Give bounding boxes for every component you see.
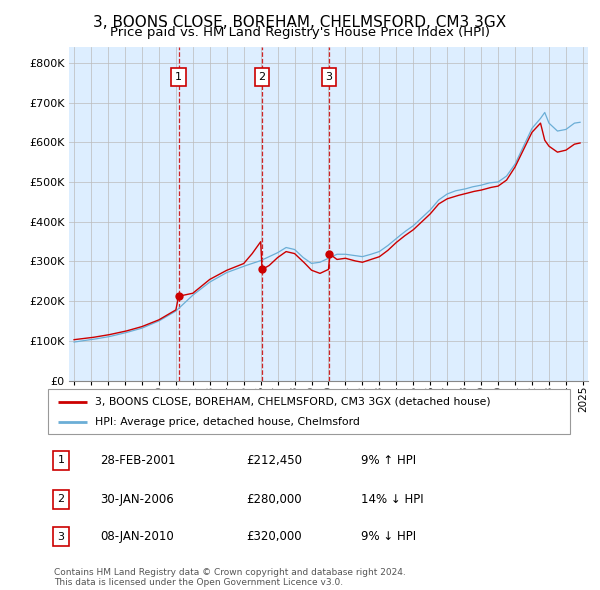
Text: 14% ↓ HPI: 14% ↓ HPI xyxy=(361,493,424,506)
Text: 1: 1 xyxy=(175,72,182,82)
Text: £320,000: £320,000 xyxy=(247,530,302,543)
Text: 3, BOONS CLOSE, BOREHAM, CHELMSFORD, CM3 3GX: 3, BOONS CLOSE, BOREHAM, CHELMSFORD, CM3… xyxy=(94,15,506,30)
Text: £212,450: £212,450 xyxy=(247,454,302,467)
Text: 2: 2 xyxy=(58,494,65,504)
Text: 28-FEB-2001: 28-FEB-2001 xyxy=(100,454,176,467)
Text: 3, BOONS CLOSE, BOREHAM, CHELMSFORD, CM3 3GX (detached house): 3, BOONS CLOSE, BOREHAM, CHELMSFORD, CM3… xyxy=(95,397,491,407)
Text: 08-JAN-2010: 08-JAN-2010 xyxy=(100,530,174,543)
Text: 1: 1 xyxy=(58,455,65,466)
Text: 9% ↓ HPI: 9% ↓ HPI xyxy=(361,530,416,543)
Text: HPI: Average price, detached house, Chelmsford: HPI: Average price, detached house, Chel… xyxy=(95,417,360,427)
Text: Contains HM Land Registry data © Crown copyright and database right 2024.
This d: Contains HM Land Registry data © Crown c… xyxy=(54,568,406,587)
Text: Price paid vs. HM Land Registry's House Price Index (HPI): Price paid vs. HM Land Registry's House … xyxy=(110,26,490,39)
Text: 30-JAN-2006: 30-JAN-2006 xyxy=(100,493,174,506)
Text: 9% ↑ HPI: 9% ↑ HPI xyxy=(361,454,416,467)
Text: 3: 3 xyxy=(58,532,65,542)
FancyBboxPatch shape xyxy=(48,389,570,434)
Text: 3: 3 xyxy=(326,72,332,82)
Text: £280,000: £280,000 xyxy=(247,493,302,506)
Text: 2: 2 xyxy=(259,72,266,82)
